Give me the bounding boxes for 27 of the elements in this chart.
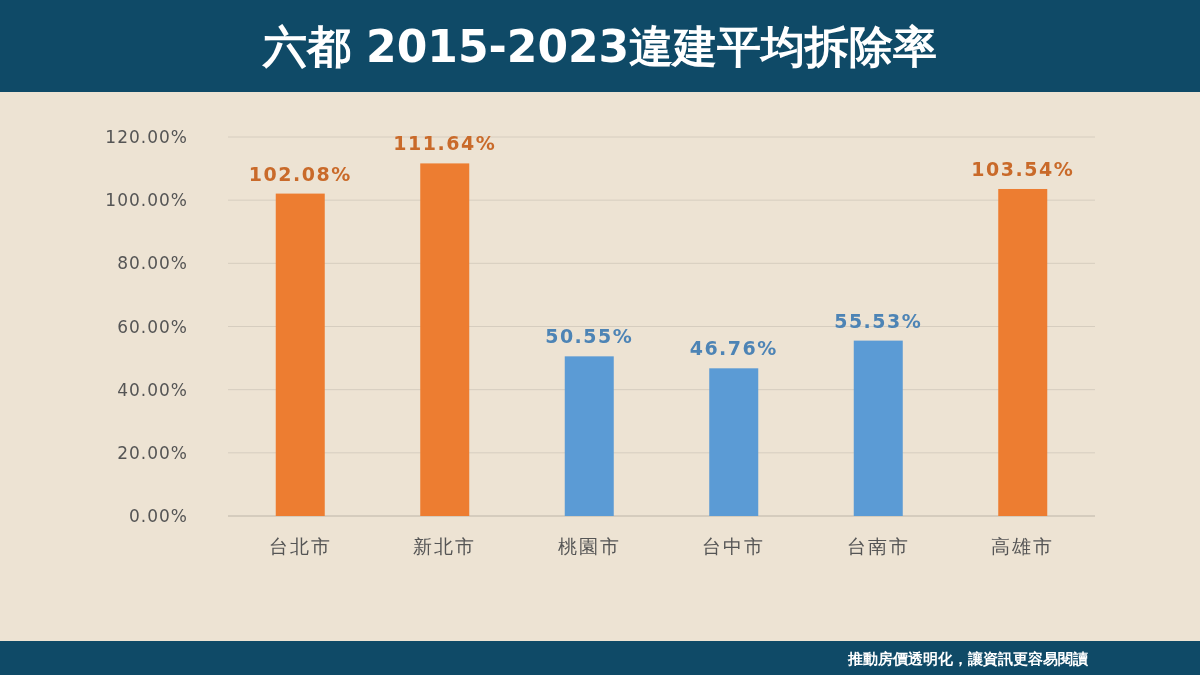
y-tick-label: 60.00% xyxy=(117,316,188,337)
data-label: 55.53% xyxy=(834,309,923,332)
x-tick-label: 台南市 xyxy=(846,535,910,557)
y-tick-label: 0.00% xyxy=(128,506,188,526)
y-tick-label: 20.00% xyxy=(117,442,188,463)
y-tick-label: 40.00% xyxy=(117,379,188,400)
y-tick-label: 80.00% xyxy=(117,253,188,274)
x-tick-label: 台中市 xyxy=(702,535,766,557)
data-label: 103.54% xyxy=(971,157,1075,180)
x-tick-label: 高雄市 xyxy=(991,535,1055,557)
x-tick-label: 新北市 xyxy=(413,535,477,557)
bar xyxy=(709,368,759,516)
bar xyxy=(564,356,614,516)
chart-title: 六都 2015-2023違建平均拆除率 xyxy=(261,21,938,72)
data-label: 111.64% xyxy=(393,132,497,155)
bar xyxy=(998,188,1048,516)
text: 推動房價透明化，讓資訊更容易閱讀 xyxy=(847,650,1089,668)
bar xyxy=(275,193,325,516)
y-tick-label: 100.00% xyxy=(105,190,188,211)
data-label: 102.08% xyxy=(248,162,352,185)
data-label: 46.76% xyxy=(689,337,778,360)
bar xyxy=(420,163,470,516)
x-tick-label: 台北市 xyxy=(268,535,332,557)
data-label: 50.55% xyxy=(545,325,634,348)
bar xyxy=(853,340,903,516)
y-tick-label: 120.00% xyxy=(105,127,188,147)
x-tick-label: 桃園市 xyxy=(557,535,621,557)
